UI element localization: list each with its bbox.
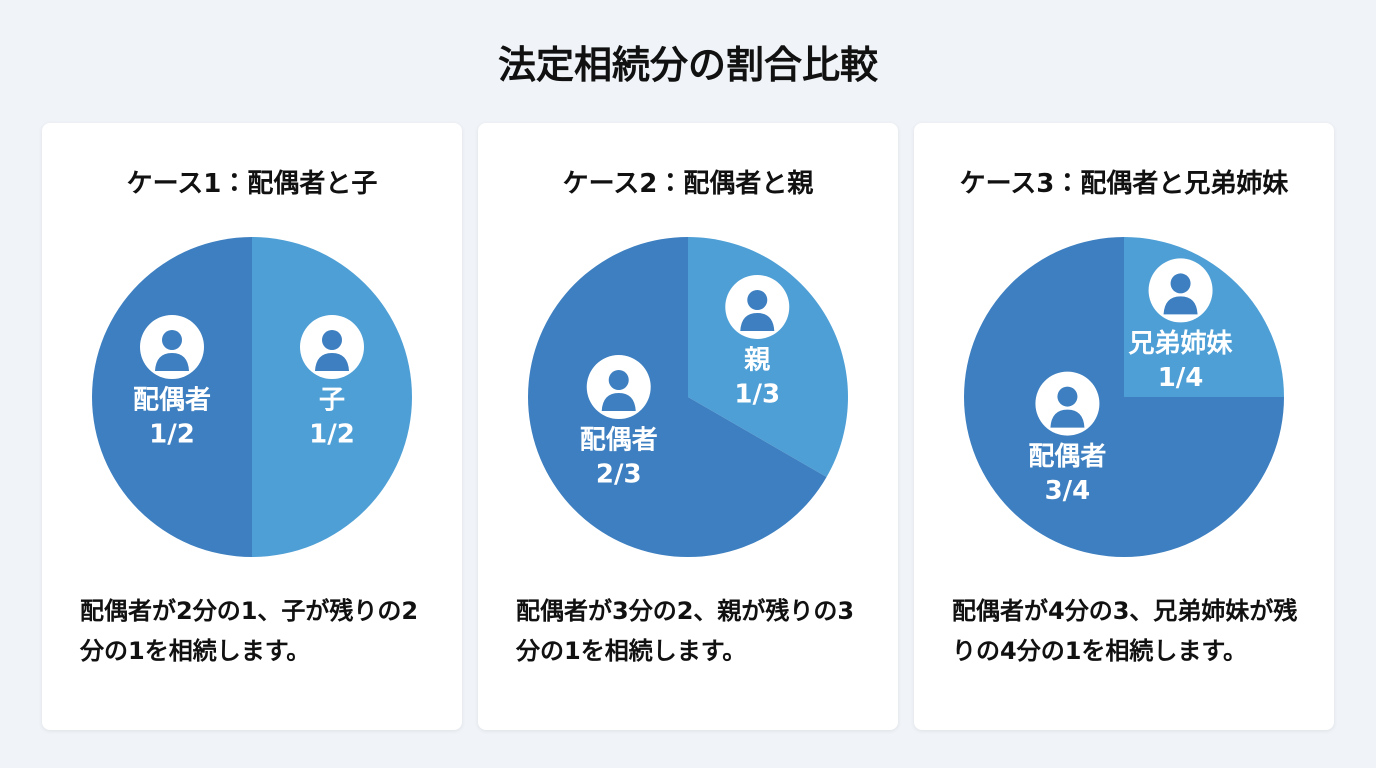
icon-body	[1050, 409, 1085, 428]
icon-body	[601, 393, 636, 412]
pie-slice	[528, 237, 827, 557]
icon-head	[322, 330, 342, 350]
page-title: 法定相続分の割合比較	[497, 43, 878, 87]
slice-value-label: 2/3	[596, 460, 642, 490]
icon-head	[747, 289, 768, 310]
icon-head	[1170, 273, 1191, 294]
slice-label: 配偶者	[133, 386, 211, 416]
icon-head	[1057, 386, 1078, 407]
case-card: ケース2：配偶者と親親 1/3 配偶者 2/3 配偶者が3分の2、親が残りの3分の1を相…	[478, 123, 898, 730]
pie-chart: 兄弟姉妹 1/4 配偶者 3/4	[964, 237, 1284, 557]
slice-value-label: 1/2	[149, 420, 195, 450]
slice-label: 親	[744, 345, 770, 375]
pie-slice	[92, 237, 252, 557]
person-icon	[140, 315, 204, 379]
case-title: ケース3：配偶者と兄弟姉妹	[959, 169, 1289, 199]
icon-head	[608, 370, 629, 391]
case-description: 配偶者が2分の1、子が残りの2分の1を相続します。	[80, 597, 419, 665]
slice-value-label: 3/4	[1045, 476, 1091, 506]
slice-label: 兄弟姉妹	[1129, 329, 1233, 359]
case-description: 配偶者が4分の3、兄弟姉妹が残りの4分の1を相続します。	[952, 597, 1298, 665]
case-card: ケース1：配偶者と子子 1/2 配偶者 1/2 配偶者が2分の1、子が残りの2分の1を相…	[42, 123, 462, 730]
person-icon	[300, 315, 364, 379]
icon-body	[1163, 296, 1198, 315]
case-card: ケース3：配偶者と兄弟姉妹兄弟姉妹 1/4 配偶者 3/4 配偶者が4分の3、兄弟姉妹が…	[914, 123, 1334, 730]
slice-label: 配偶者	[1028, 442, 1106, 472]
slice-value-label: 1/2	[309, 420, 355, 450]
person-icon	[1148, 258, 1213, 323]
pie-chart: 子 1/2 配偶者 1/2	[92, 237, 412, 557]
slice-label: 配偶者	[580, 426, 658, 456]
slice-label: 子	[319, 386, 345, 416]
case-title: ケース1：配偶者と子	[126, 169, 378, 199]
case-title: ケース2：配偶者と親	[562, 169, 814, 199]
icon-body	[740, 312, 775, 331]
person-icon	[586, 355, 651, 420]
case-description: 配偶者が3分の2、親が残りの3分の1を相続します。	[516, 597, 855, 665]
pie-slice	[964, 237, 1284, 557]
pie-slice	[1124, 237, 1284, 397]
slice-value-label: 1/4	[1158, 363, 1204, 393]
pie-slice	[252, 237, 412, 557]
icon-body	[315, 353, 349, 371]
person-icon	[1035, 371, 1100, 436]
pie-chart: 親 1/3 配偶者 2/3	[528, 237, 848, 557]
person-icon	[725, 274, 790, 339]
slice-value-label: 1/3	[734, 379, 780, 409]
icon-head	[162, 330, 182, 350]
icon-body	[155, 353, 189, 371]
